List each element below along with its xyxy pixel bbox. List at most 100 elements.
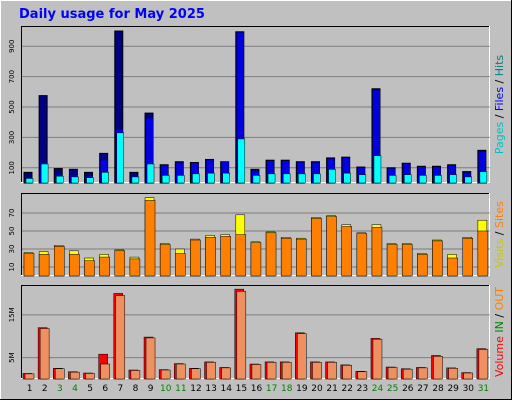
pages-bar (449, 174, 457, 184)
x-tick-label: 4 (72, 384, 78, 394)
chart-panels: 100 300 500 700 900 Pages / Files / Hits 10 30 5… (8, 26, 506, 380)
x-tick-label: 8 (133, 384, 139, 394)
legend-entry: / (493, 76, 506, 87)
in-out-bar (191, 368, 201, 380)
y-tick-label: 100 (8, 161, 16, 174)
sites-bar (38, 254, 50, 277)
pages-bar (86, 177, 94, 184)
sites-bar (311, 218, 322, 277)
files-bar (282, 160, 290, 183)
in-out-bar (55, 368, 65, 380)
files-bar (161, 165, 169, 183)
files-bar (342, 157, 350, 183)
in-out-bar (448, 368, 458, 380)
sites-bar (401, 244, 413, 277)
sites-bar (341, 226, 352, 277)
in-out-bar (115, 295, 126, 380)
sites-bar (175, 253, 186, 277)
pages-bar (388, 175, 397, 184)
files-bar (267, 160, 275, 183)
pages-bar (267, 173, 276, 184)
x-tick-label: 3 (57, 384, 63, 394)
in-out-bar (478, 349, 489, 380)
legend-entry: Volume (493, 336, 506, 377)
x-tick-label: 7 (117, 384, 123, 394)
x-tick-label: 12 (190, 384, 201, 394)
sites-bar (356, 233, 368, 277)
x-tick-label: 13 (205, 384, 216, 394)
y-tick-label: 500 (8, 100, 16, 113)
x-tick-label: 24 (372, 384, 384, 394)
in-out-bar (433, 356, 443, 380)
files-bar (403, 164, 411, 183)
legend-entry: / (493, 310, 506, 321)
chart-title: Daily usage for May 2025 (19, 7, 205, 22)
files-bar (100, 160, 108, 183)
pages-bar (207, 172, 215, 184)
files-bar (146, 118, 154, 183)
sites-bar (129, 258, 141, 277)
x-tick-label: 11 (175, 384, 186, 394)
files-bar (236, 32, 244, 183)
x-tick-label: 16 (251, 384, 263, 394)
in-out-bar (418, 367, 428, 380)
panel-volume: 5M 15M Volume IN / OUT (8, 285, 506, 380)
legend-entry: Pages (493, 122, 506, 155)
in-out-bar (70, 371, 80, 380)
sites-bar (69, 254, 80, 277)
x-tick-label: 9 (148, 384, 154, 394)
pages-bar (419, 175, 427, 184)
pages-bar (298, 173, 306, 184)
panel-visits-sites: 10 30 50 70 Visits / Sites (8, 193, 506, 277)
pages-bar (71, 176, 79, 184)
x-tick-label: 5 (87, 384, 93, 394)
files-bar (312, 162, 320, 183)
x-tick-label: 23 (357, 384, 368, 394)
y-tick-label: 70 (8, 209, 16, 218)
legend-entry: Files (493, 87, 506, 111)
x-tick-label: 19 (296, 384, 308, 394)
sites-bar (205, 237, 216, 277)
legend-entry: / (493, 228, 506, 239)
in-out-bar (39, 328, 50, 380)
files-bar (206, 160, 214, 183)
sites-bar (432, 240, 443, 277)
panel-legend: Pages / Files / Hits (493, 55, 506, 155)
in-out-bar (402, 368, 413, 380)
files-bar (478, 151, 486, 183)
legend-entry: Sites (493, 201, 506, 228)
panel-legend: Visits / Sites (493, 201, 506, 268)
files-bar (372, 90, 380, 183)
pages-bar (101, 172, 109, 184)
sites-bar (159, 244, 171, 277)
pages-bar (116, 132, 125, 184)
pages-bar (192, 173, 200, 184)
in-out-bar (357, 371, 368, 380)
x-tick-label: 31 (478, 384, 489, 394)
x-tick-label: 17 (266, 384, 277, 394)
panel-legend: Volume IN / OUT (493, 287, 506, 377)
sites-bar (250, 242, 262, 277)
pages-bar (328, 169, 336, 184)
in-out-bar (176, 363, 186, 380)
sites-bar (447, 257, 458, 277)
y-tick-label: 50 (8, 227, 16, 236)
legend-entry: IN (493, 321, 506, 332)
x-tick-label: 30 (463, 384, 475, 394)
sites-bar (296, 238, 307, 277)
y-tick-label: 15M (8, 307, 16, 322)
pages-bar (282, 173, 291, 184)
files-bar (191, 163, 199, 183)
in-out-bar (160, 369, 171, 380)
pages-bar (434, 175, 442, 184)
sites-bar (190, 239, 201, 277)
files-bar (418, 167, 426, 183)
y-tick-label: 10 (8, 263, 16, 272)
pages-bar (237, 138, 246, 184)
in-out-bar (251, 364, 262, 380)
x-tick-label: 20 (311, 384, 323, 394)
pages-bar (222, 172, 230, 184)
y-tick-label: 30 (8, 245, 16, 254)
sites-bar (280, 237, 292, 277)
sites-bar (477, 230, 489, 277)
